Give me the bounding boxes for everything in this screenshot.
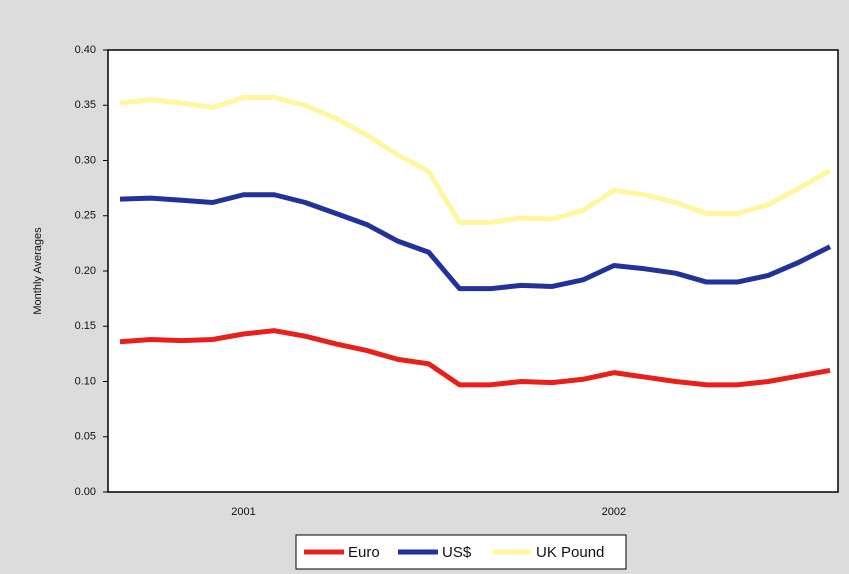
plot-area	[107, 49, 839, 493]
series-line	[119, 328, 831, 388]
y-tick-label: 0.15	[75, 320, 96, 332]
y-tick-label: 0.05	[75, 431, 96, 443]
y-tick-label: 0.40	[75, 44, 96, 56]
y-tick-label: 0.30	[75, 154, 96, 166]
y-tick-label: 0.20	[75, 265, 96, 277]
legend-box	[295, 534, 627, 570]
x-tick-label: 2001	[231, 506, 255, 518]
y-tick-label: 0.00	[75, 486, 96, 498]
y-tick-label: 0.10	[75, 375, 96, 387]
y-axis-label: Monthly Averages	[32, 227, 44, 315]
series-line	[119, 95, 832, 225]
x-tick-label: 2002	[602, 506, 626, 518]
legend-label: UK Pound	[536, 544, 604, 561]
y-tick-label: 0.35	[75, 99, 96, 111]
legend-label: US$	[442, 544, 472, 561]
y-tick-label: 0.25	[75, 210, 96, 222]
series-line	[119, 192, 832, 292]
legend-label: Euro	[348, 544, 380, 561]
